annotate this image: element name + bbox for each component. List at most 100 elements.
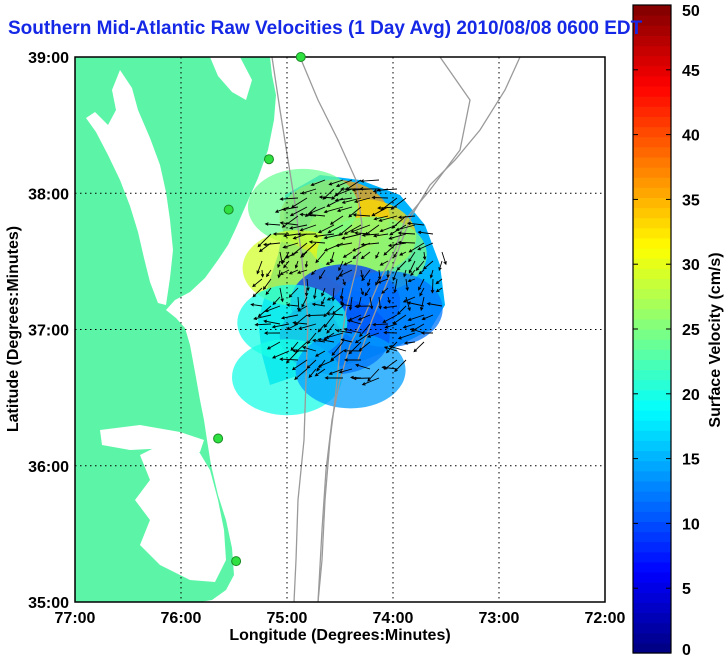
chesapeake-bay	[86, 70, 173, 305]
colorbar-band	[633, 136, 671, 148]
vector-arrow	[420, 331, 433, 335]
vector-arrow	[288, 287, 299, 298]
colorbar-band	[633, 197, 671, 209]
vector-arrow	[375, 278, 380, 286]
colorbar-band	[633, 399, 671, 411]
vector-arrow	[359, 323, 371, 338]
colorbar-band	[633, 420, 671, 431]
vector-arrow	[338, 269, 353, 277]
vector-arrow	[348, 341, 362, 355]
vector-arrow	[359, 179, 380, 183]
colorbar-tick-label: 20	[682, 387, 700, 404]
vector-arrow	[388, 345, 407, 352]
vector-arrow	[397, 305, 407, 315]
vector-arrow	[406, 221, 425, 226]
vector-arrow	[381, 365, 398, 370]
vector-arrow	[417, 242, 434, 251]
vector-arrow	[264, 331, 281, 335]
vector-arrow	[340, 338, 353, 343]
colorbar-band	[633, 440, 671, 452]
radar-site-marker	[295, 52, 306, 62]
vector-arrow	[326, 312, 344, 316]
vector-arrow	[406, 301, 425, 307]
colorbar-band	[633, 298, 671, 310]
colorbar-band	[633, 511, 671, 522]
vector-arrow	[407, 314, 425, 322]
vector-arrow	[435, 287, 443, 293]
vector-arrow	[344, 358, 362, 362]
colorbar	[633, 5, 671, 654]
pamlico-sound	[135, 440, 226, 582]
vector-arrow	[252, 287, 263, 298]
vector-arrow	[361, 233, 380, 237]
colorbar-band	[633, 96, 671, 107]
vector-arrow	[408, 260, 416, 274]
vector-arrow	[375, 251, 380, 259]
vector-arrow	[324, 332, 344, 340]
vector-arrow	[353, 197, 371, 204]
vector-arrow	[441, 251, 447, 266]
vector-arrow	[335, 329, 353, 334]
vector-arrow	[264, 305, 281, 313]
y-tick-label: 37:00	[28, 323, 69, 340]
colorbar-ticks: 0 5 10 15 20 25 30 35 40 45 50	[633, 3, 700, 659]
vector-arrow	[325, 260, 335, 265]
colorbar-band	[633, 248, 671, 259]
delaware-bay	[210, 57, 252, 100]
colorbar-band	[633, 167, 671, 178]
vector-arrow	[301, 346, 317, 352]
vector-arrow	[413, 341, 425, 353]
vector-arrow	[405, 296, 411, 312]
vector-arrow	[323, 242, 344, 252]
vector-arrow	[371, 195, 389, 200]
vector-arrow	[354, 231, 371, 235]
colorbar-band	[633, 237, 671, 249]
vector-arrow	[364, 287, 371, 297]
bathymetry-contours	[271, 57, 521, 602]
vector-arrow	[377, 206, 398, 210]
vector-arrow	[307, 212, 326, 217]
vector-arrow	[297, 305, 308, 312]
vector-arrow	[438, 260, 443, 272]
current-vectors	[250, 179, 447, 386]
vector-arrow	[352, 213, 371, 217]
velocity-region	[295, 332, 406, 409]
x-tick-labels: 77:00 76:00 75:00 74:00 73:00 72:00	[55, 610, 626, 627]
vector-arrow	[326, 296, 335, 301]
vector-arrow	[256, 260, 263, 275]
vector-arrow	[331, 341, 344, 356]
vector-arrow	[308, 368, 317, 379]
vector-arrow	[301, 296, 308, 308]
vector-arrow	[399, 251, 407, 256]
vector-arrow	[422, 260, 434, 270]
vector-arrow	[348, 296, 353, 311]
colorbar-band	[633, 582, 671, 593]
y-tick-label: 39:00	[28, 50, 69, 67]
vector-arrow	[308, 240, 326, 244]
vector-arrow	[342, 348, 362, 353]
vector-arrow	[300, 251, 308, 258]
colorbar-band	[633, 531, 671, 543]
vector-arrow	[339, 287, 344, 300]
vector-arrow	[359, 187, 380, 191]
vector-arrow	[257, 305, 272, 318]
vector-arrow	[392, 314, 407, 325]
vector-arrow	[387, 242, 407, 248]
vector-arrow	[387, 296, 391, 304]
radar-site-marker	[231, 556, 242, 567]
vector-arrow	[348, 206, 362, 218]
vector-arrow	[361, 269, 371, 282]
radar-site-marker	[223, 204, 234, 215]
vector-arrow	[250, 303, 263, 307]
vector-arrow	[312, 338, 326, 343]
vector-arrow	[252, 278, 263, 288]
vector-arrow	[263, 319, 281, 325]
vector-arrow	[330, 350, 344, 361]
x-tick-label: 73:00	[479, 610, 520, 627]
vector-arrow	[326, 323, 335, 334]
vector-arrow	[328, 368, 344, 375]
vector-arrow	[317, 224, 335, 234]
vector-arrow	[402, 296, 416, 303]
colorbar-band	[633, 642, 671, 654]
vector-arrow	[340, 187, 362, 191]
